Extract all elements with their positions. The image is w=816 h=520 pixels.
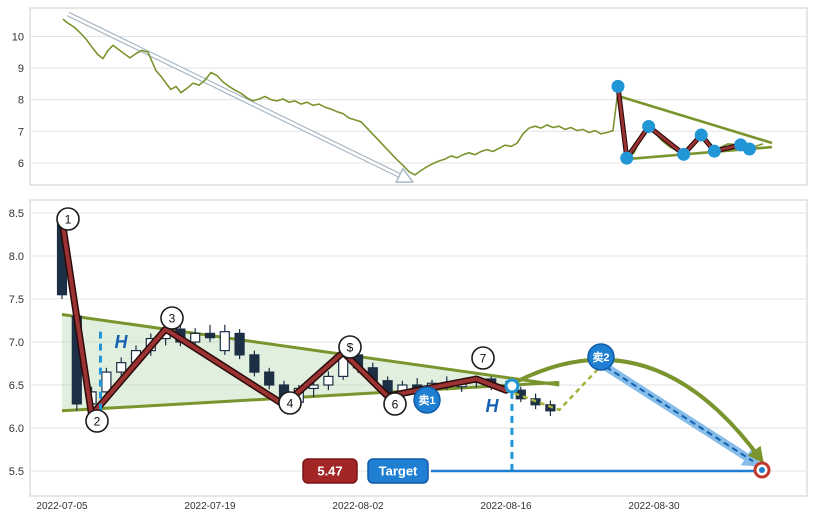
overview-trendline bbox=[619, 95, 773, 145]
y-tick-label: 8.0 bbox=[9, 251, 24, 263]
y-tick-label: 8 bbox=[18, 95, 24, 107]
pivot-circle-3 bbox=[160, 306, 184, 330]
post-breakout-path bbox=[505, 365, 602, 412]
y-tick-label: 7 bbox=[18, 126, 24, 138]
y-tick-label: 7.0 bbox=[9, 337, 24, 349]
y-tick-label: 6.5 bbox=[9, 380, 24, 392]
pivot-circle-6 bbox=[383, 392, 407, 416]
x-tick-label: 2022-08-16 bbox=[480, 501, 532, 512]
y-tick-label: 5.5 bbox=[9, 466, 24, 478]
blue-arrowhead bbox=[740, 448, 762, 467]
candle-body bbox=[249, 354, 260, 373]
target-value-badge[interactable] bbox=[302, 458, 358, 484]
pivot-dot bbox=[642, 120, 656, 134]
target-marker-dot bbox=[759, 467, 765, 473]
target-label-badge[interactable] bbox=[367, 458, 429, 484]
green-arrowhead bbox=[747, 445, 764, 464]
pivot-circle-label: 2 bbox=[94, 415, 101, 429]
green-projection-arrow bbox=[515, 357, 761, 459]
blue-arrow-dashed-core bbox=[605, 366, 754, 463]
pivot-dot bbox=[742, 142, 756, 156]
candle-body bbox=[219, 331, 230, 352]
sell1-marker[interactable] bbox=[413, 386, 441, 414]
candle-body bbox=[234, 332, 245, 356]
x-tick-label: 2022-07-19 bbox=[184, 501, 236, 512]
pivot-circle-label: 3 bbox=[169, 312, 176, 326]
pivot-circle-label: 1 bbox=[65, 213, 72, 227]
pivot-circle-2 bbox=[85, 409, 109, 433]
sell2-marker[interactable] bbox=[587, 343, 615, 371]
y-tick-label: 6.0 bbox=[9, 423, 24, 435]
downtrend-arrowhead bbox=[395, 167, 414, 183]
breakout-marker bbox=[504, 378, 520, 394]
candle-body bbox=[116, 362, 127, 373]
pivot-circle-1 bbox=[56, 207, 80, 231]
pivot-circle-4 bbox=[278, 391, 302, 415]
candle-body bbox=[204, 332, 216, 339]
target-label-text: Target bbox=[379, 464, 418, 479]
pivot-dot bbox=[677, 147, 691, 161]
h-label: H bbox=[486, 396, 500, 416]
x-tick-label: 2022-08-02 bbox=[332, 501, 384, 512]
downtrend-arrow-inner bbox=[67, 12, 402, 178]
y-tick-label: 9 bbox=[18, 63, 24, 75]
pivot-dot bbox=[611, 79, 625, 93]
h-label: H bbox=[115, 332, 129, 352]
sell2-label: 卖2 bbox=[592, 350, 609, 364]
candle-body bbox=[190, 332, 201, 343]
y-tick-label: 10 bbox=[12, 31, 24, 43]
pivot-circle-label: $ bbox=[347, 341, 354, 355]
x-tick-label: 2022-07-05 bbox=[36, 501, 88, 512]
pivot-circle-label: 6 bbox=[392, 398, 399, 412]
detail-chart-panel[interactable] bbox=[29, 199, 808, 497]
y-tick-label: 8.5 bbox=[9, 208, 24, 220]
y-tick-label: 6 bbox=[18, 158, 24, 170]
pivot-circle-label: 4 bbox=[287, 397, 294, 411]
overview-price-line bbox=[62, 18, 764, 176]
sell1-label: 卖1 bbox=[418, 393, 435, 407]
x-tick-label: 2022-08-30 bbox=[628, 501, 680, 512]
pivot-circle-7 bbox=[471, 346, 495, 370]
pattern-zigzag bbox=[60, 217, 508, 418]
pivot-dot bbox=[620, 151, 634, 165]
target-value-text: 5.47 bbox=[317, 464, 342, 479]
pivot-dot bbox=[694, 128, 708, 142]
pivot-dot bbox=[707, 144, 721, 158]
y-tick-label: 7.5 bbox=[9, 294, 24, 306]
overview-chart-panel[interactable] bbox=[29, 7, 808, 186]
pivot-circle-label: 7 bbox=[480, 352, 487, 366]
candle-body bbox=[323, 375, 334, 386]
candle-body bbox=[264, 371, 275, 386]
trendline-upper bbox=[61, 312, 560, 387]
pivot-circle-$ bbox=[338, 335, 362, 359]
